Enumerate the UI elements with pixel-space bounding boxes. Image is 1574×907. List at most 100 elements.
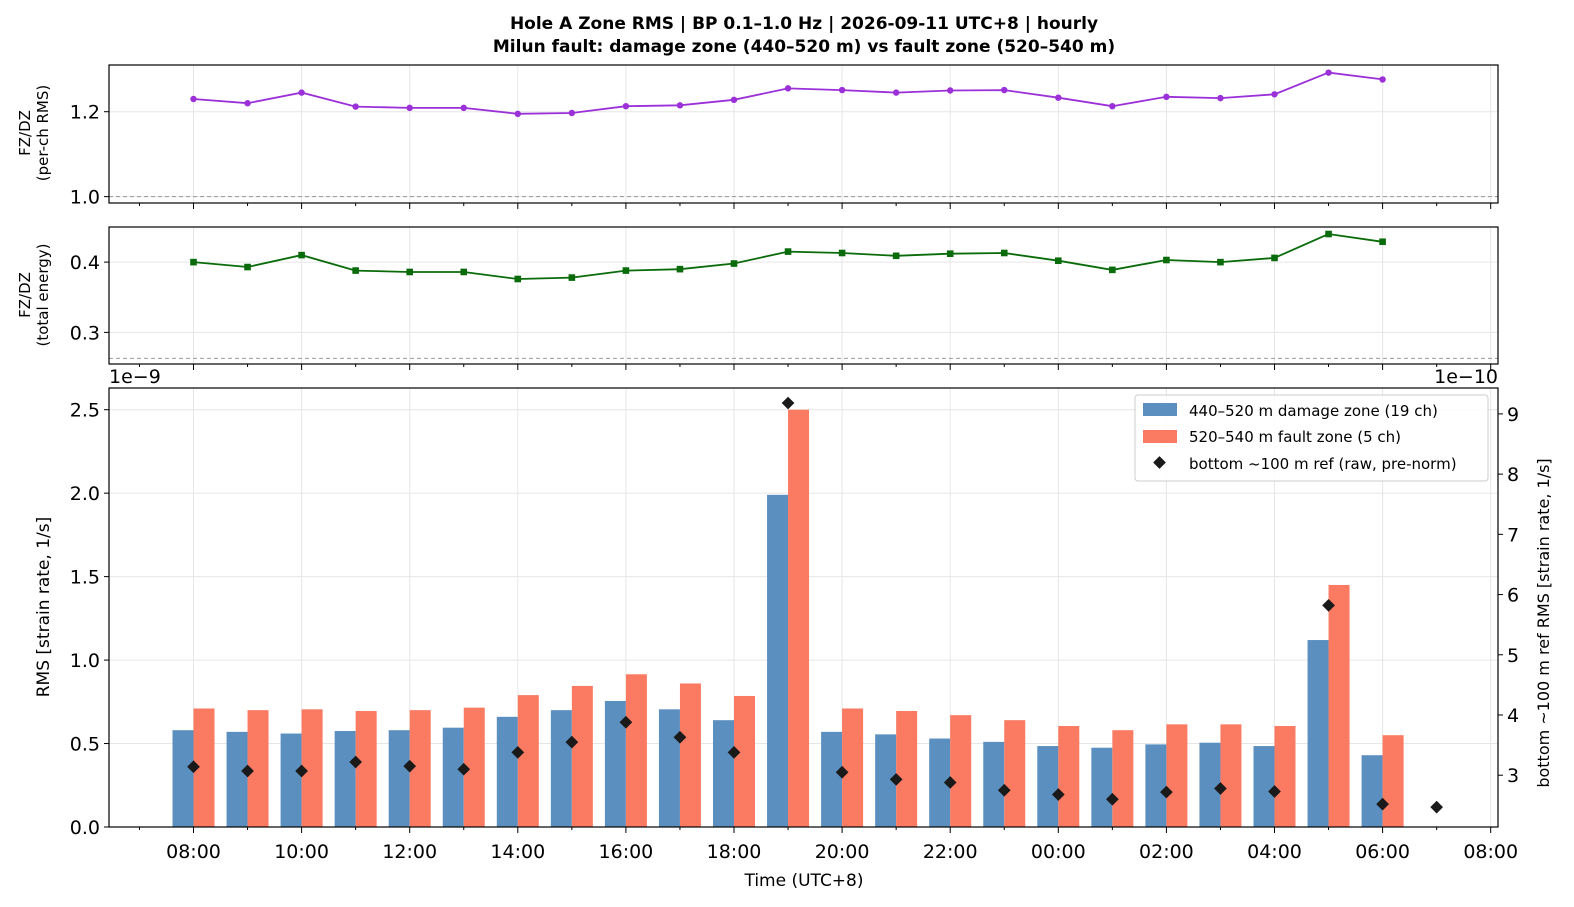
- data-point: [244, 263, 251, 271]
- data-point: [460, 268, 468, 276]
- bar-damage-zone: [1253, 746, 1275, 827]
- bar-fault-zone: [463, 707, 485, 827]
- data-point: [352, 267, 359, 274]
- data-point: [514, 275, 522, 283]
- data-point: [784, 248, 792, 255]
- bar-fault-zone: [1328, 584, 1350, 827]
- data-point: [784, 85, 792, 92]
- data-point: [352, 103, 359, 110]
- legend-box: [1134, 394, 1489, 482]
- data-point: [1217, 258, 1224, 266]
- bar-fault-zone: [1382, 735, 1404, 827]
- data-point: [298, 251, 305, 259]
- bar-damage-zone: [875, 734, 897, 827]
- data-point: [514, 110, 521, 118]
- ratio-rms-panel: 1.0 1.2: [70, 64, 1499, 209]
- xtick-label: 00:00: [1031, 841, 1086, 863]
- data-point: [1001, 86, 1008, 94]
- data-point: [947, 87, 954, 94]
- data-point: [1271, 91, 1278, 98]
- xtick-label: 12:00: [382, 841, 437, 863]
- ratio-rms-ylabel-line2: (per-ch RMS): [34, 85, 52, 181]
- data-point: [1271, 254, 1278, 262]
- bar-damage-zone: [496, 716, 518, 827]
- bar-damage-zone: [1307, 640, 1329, 827]
- ratio-energy-panel: 0.3 0.4: [70, 226, 1499, 370]
- bar-damage-zone: [280, 733, 302, 827]
- xtick-label: 16:00: [599, 841, 654, 863]
- ytick-label: 1.5: [70, 567, 100, 589]
- bar-damage-zone: [172, 730, 194, 827]
- xtick-label: 18:00: [707, 841, 762, 863]
- bar-fault-zone: [1058, 726, 1080, 827]
- xtick-label: 10:00: [274, 841, 329, 863]
- ytick-label: 0.4: [70, 252, 100, 274]
- bar-fault-zone: [517, 695, 539, 827]
- xtick-label: 06:00: [1355, 841, 1410, 863]
- chart-subtitle: Milun fault: damage zone (440–520 m) vs …: [493, 37, 1115, 57]
- ytick-label: 1.2: [70, 102, 100, 124]
- data-point: [190, 258, 197, 266]
- bar-fault-zone: [1004, 720, 1026, 827]
- legend-swatch-damage-zone: [1143, 403, 1177, 416]
- data-point: [460, 104, 467, 112]
- y2tick-label: 5: [1507, 645, 1519, 667]
- data-point: [1000, 249, 1008, 257]
- legend-label-fault-zone: 520–540 m fault zone (5 ch): [1189, 428, 1401, 446]
- panel-frame: [108, 226, 1499, 365]
- xtick-label: 14:00: [490, 841, 545, 863]
- bar-damage-zone: [226, 731, 248, 827]
- bar-damage-zone: [1361, 755, 1383, 827]
- bar-damage-zone: [821, 731, 843, 827]
- xtick-label: 02:00: [1139, 841, 1194, 863]
- series-line: [193, 71, 1383, 115]
- bar-damage-zone: [604, 700, 626, 827]
- data-point: [892, 89, 900, 96]
- bar-damage-zone: [1037, 746, 1059, 827]
- data-point: [946, 250, 954, 257]
- bar-fault-zone: [734, 695, 755, 827]
- data-point: [838, 249, 846, 257]
- data-point: [298, 89, 305, 96]
- legend-label-reference: bottom ~100 m ref (raw, pre-norm): [1189, 455, 1457, 473]
- y2tick-label: 6: [1507, 585, 1519, 607]
- bar-damage-zone: [929, 738, 951, 827]
- data-point: [244, 100, 251, 107]
- reference-point: [781, 396, 795, 410]
- bar-fault-zone: [355, 710, 377, 827]
- right-offset-label: 1e−10: [1434, 366, 1498, 388]
- legend-label-damage-zone: 440–520 m damage zone (19 ch): [1189, 402, 1438, 420]
- bar-damage-zone: [713, 720, 734, 827]
- bar-damage-zone: [983, 741, 1005, 827]
- data-point: [1217, 94, 1224, 102]
- data-point: [1379, 76, 1386, 83]
- data-point: [892, 252, 900, 260]
- y2tick-label: 3: [1507, 765, 1519, 787]
- legend: 440–520 m damage zone (19 ch) 520–540 m …: [1134, 394, 1489, 482]
- bar-fault-zone: [409, 710, 431, 827]
- bar-fault-zone: [1166, 724, 1188, 827]
- data-point: [568, 109, 576, 117]
- data-point: [622, 102, 630, 110]
- bar-fault-zone: [679, 683, 701, 827]
- bar-fault-zone: [301, 709, 323, 827]
- bar-damage-zone: [1091, 747, 1113, 827]
- bar-ylabel: RMS [strain rate, 1/s]: [34, 517, 54, 698]
- bar-fault-zone: [193, 708, 215, 827]
- bar-damage-zone: [658, 709, 680, 827]
- bar-fault-zone: [1220, 724, 1242, 827]
- ytick-label: 1.0: [70, 650, 100, 672]
- bar-fault-zone: [1112, 730, 1134, 827]
- y2tick-label: 7: [1507, 524, 1519, 546]
- zone-rms-bar-panel: 0.0 0.5 1.0 1.5 2.0 2.5 3 4 5 6 7 8 9 08:00 10:00 12:00…: [70, 387, 1519, 863]
- xtick-label: 08:00: [166, 841, 221, 863]
- ratio-energy-ylabel-line1: FZ/DZ: [16, 272, 34, 318]
- bar-damage-zone: [388, 730, 410, 827]
- data-point: [406, 268, 413, 276]
- data-point: [1055, 94, 1062, 101]
- data-point: [676, 265, 684, 273]
- xtick-label: 22:00: [923, 841, 978, 863]
- ratio-energy-ylabel-line2: (total energy): [34, 243, 52, 346]
- data-point: [1325, 230, 1332, 238]
